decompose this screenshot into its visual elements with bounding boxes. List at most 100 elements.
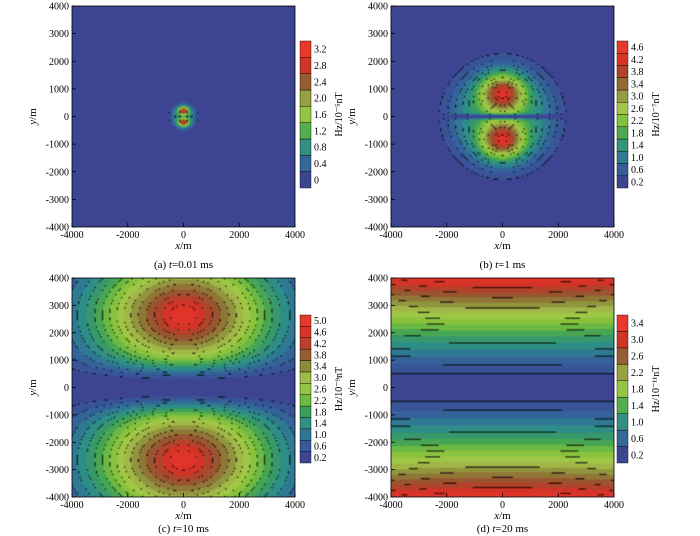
y-tick-label: 3000 — [49, 29, 69, 40]
panel-caption: (a) t=0.01 ms — [154, 259, 213, 271]
y-tick-label: 1000 — [368, 356, 388, 367]
x-axis-label: x/m — [493, 510, 511, 522]
colorbar-tick-label: 2.6 — [631, 104, 644, 115]
y-tick-label: 3000 — [49, 301, 69, 312]
colorbar-a: 0 0.4 0.8 1.2 1.6 2.0 2.4 2.8 3.2 Hz/10⁻⁵nT — [299, 40, 345, 189]
y-tick-label: 4000 — [49, 2, 69, 13]
y-tick-label: 2000 — [368, 328, 388, 339]
x-tick-label: 0 — [500, 230, 505, 241]
colorbar-tick-label: 3.4 — [314, 362, 327, 373]
colorbar-tick-label: 0 — [314, 175, 319, 186]
colorbar-label: Hz/10⁻⁵nT — [334, 92, 345, 136]
y-tick-label: 4000 — [49, 274, 69, 285]
colorbar-tick-label: 3.2 — [314, 45, 327, 56]
y-tick-label: 0 — [383, 112, 388, 123]
colorbar-swatch — [299, 171, 312, 189]
x-tick-label: 2000 — [548, 230, 568, 241]
colorbar-swatch — [299, 155, 312, 172]
colorbar-swatch — [299, 360, 312, 373]
colorbar-swatch — [616, 151, 629, 164]
colorbar-swatch — [299, 348, 312, 361]
y-tick-label: -1000 — [46, 140, 69, 151]
y-tick-label: 2000 — [368, 57, 388, 68]
y-tick-label: -2000 — [46, 438, 69, 449]
colorbar-tick-label: 3.4 — [631, 319, 644, 330]
colorbar-swatch — [616, 53, 629, 66]
y-tick-label: -1000 — [365, 140, 388, 151]
colorbar-tick-label: 3.0 — [314, 373, 327, 384]
panel-caption: (d) t=20 ms — [477, 523, 528, 535]
x-tick-label: -2000 — [435, 230, 458, 241]
colorbar-swatch — [616, 114, 629, 127]
colorbar-tick-label: 2.0 — [314, 94, 327, 105]
colorbar-tick-label: 1.6 — [314, 110, 327, 121]
x-tick-label: 2000 — [548, 500, 568, 511]
colorbar-swatch — [299, 326, 312, 338]
x-tick-label: -4000 — [379, 230, 402, 241]
colorbar-swatch — [616, 347, 629, 365]
y-tick-label: 2000 — [49, 57, 69, 68]
colorbar-swatch — [299, 383, 312, 395]
colorbar-swatch — [299, 40, 312, 58]
x-tick-label: -2000 — [116, 500, 139, 511]
colorbar-d: 0.2 0.6 1.0 1.4 1.8 2.2 2.6 3.0 3.4 Hz/10⁻¹¹nT — [616, 314, 662, 464]
y-tick-label: -4000 — [46, 493, 69, 504]
x-tick-label: -4000 — [60, 230, 83, 241]
y-tick-label: 3000 — [368, 29, 388, 40]
colorbar-tick-label: 2.4 — [314, 77, 327, 88]
y-tick-label: 0 — [383, 383, 388, 394]
x-tick-label: 4000 — [285, 500, 305, 511]
y-tick-label: -4000 — [365, 493, 388, 504]
y-tick-label: -4000 — [365, 223, 388, 234]
panel-c: -4000 -2000 0 2000 4000 -4000 -3000 -2000 -1000 0… — [27, 274, 345, 536]
colorbar-tick-label: 2.6 — [314, 385, 327, 396]
colorbar-label: Hz/10⁻⁷nT — [651, 92, 662, 136]
colorbar-tick-label: 2.2 — [314, 396, 327, 407]
colorbar-tick-label: 2.8 — [314, 61, 327, 72]
panel-a: -4000 -2000 0 2000 4000 -4000 -3000 -2000 -1000 0… — [27, 2, 345, 272]
y-tick-label: 0 — [64, 112, 69, 123]
y-axis-label: y/m — [27, 379, 39, 397]
colorbar-swatch — [299, 451, 312, 464]
panel-b: -4000 -2000 0 2000 4000 -4000 -3000 -2000 -1000 0… — [346, 2, 662, 272]
x-tick-label: 2000 — [229, 500, 249, 511]
y-tick-label: -2000 — [365, 167, 388, 178]
colorbar-swatch — [616, 126, 629, 140]
colorbar-tick-label: 2.2 — [631, 368, 644, 379]
x-tick-label: -4000 — [60, 500, 83, 511]
x-tick-label: 0 — [181, 230, 186, 241]
colorbar-swatch — [299, 314, 312, 327]
colorbar-tick-label: 3.0 — [631, 92, 644, 103]
colorbar-tick-label: 1.4 — [314, 419, 327, 430]
colorbar-tick-label: 4.6 — [631, 43, 644, 54]
colorbar-tick-label: 2.6 — [631, 352, 644, 363]
colorbar-swatch — [299, 405, 312, 418]
colorbar-swatch — [616, 331, 629, 349]
y-tick-label: -4000 — [46, 223, 69, 234]
field-c — [72, 278, 295, 497]
colorbar-tick-label: 4.6 — [314, 328, 327, 339]
colorbar-tick-label: 1.8 — [314, 407, 327, 418]
colorbar-tick-label: 1.0 — [631, 417, 644, 428]
colorbar-swatch — [299, 106, 312, 123]
x-tick-label: 2000 — [229, 230, 249, 241]
colorbar-tick-label: 0.6 — [631, 434, 644, 445]
colorbar-swatch — [299, 89, 312, 107]
colorbar-tick-label: 0.4 — [314, 159, 327, 170]
colorbar-tick-label: 1.8 — [631, 385, 644, 396]
colorbar-tick-label: 1.4 — [631, 401, 644, 412]
colorbar-swatch — [616, 397, 629, 414]
colorbar-swatch — [299, 337, 312, 350]
y-tick-label: 1000 — [49, 84, 69, 95]
colorbar-swatch — [299, 73, 312, 91]
colorbar-swatch — [299, 394, 312, 407]
colorbar-tick-label: 3.8 — [314, 350, 327, 361]
colorbar-swatch — [299, 428, 312, 441]
colorbar-swatch — [299, 440, 312, 452]
y-axis-label: y/m — [346, 379, 358, 397]
colorbar-swatch — [616, 163, 629, 176]
y-tick-label: 0 — [64, 383, 69, 394]
colorbar-swatch — [616, 413, 629, 431]
y-tick-label: 4000 — [368, 2, 388, 13]
colorbar-swatch — [616, 77, 629, 91]
